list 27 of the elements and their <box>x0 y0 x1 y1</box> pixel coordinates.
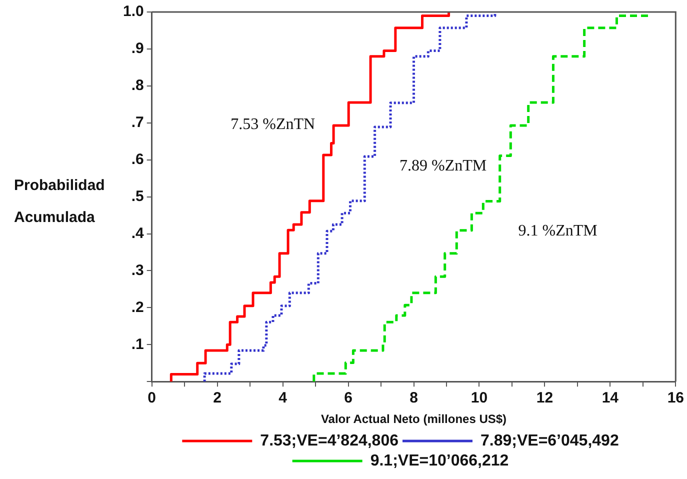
annotation: 7.89 %ZnTM <box>400 157 487 174</box>
x-tick-label: 4 <box>278 390 288 407</box>
x-tick-label: 6 <box>344 390 352 407</box>
legend-label: 7.53;VE=4’824,806 <box>260 432 399 450</box>
x-tick-label: 10 <box>470 390 488 407</box>
legend-label: 9.1;VE=10’066,212 <box>370 452 509 470</box>
x-tick-label: 14 <box>602 390 620 407</box>
x-axis-title: Valor Actual Neto (millones US$) <box>320 412 507 426</box>
x-tick-label: 2 <box>213 390 222 407</box>
x-tick-label: 0 <box>148 390 156 407</box>
annotation: 7.53 %ZnTN <box>230 116 316 133</box>
y-tick-label: .2 <box>131 298 144 316</box>
y-tick-label: .5 <box>131 188 144 205</box>
y-tick-label: .6 <box>131 150 144 168</box>
y-tick-label: .9 <box>131 40 144 58</box>
legend-label: 7.89;VE=6’045,492 <box>480 432 619 450</box>
y-axis-title: Probabilidad Acumulada <box>14 177 105 226</box>
x-tick-label: 8 <box>410 390 418 407</box>
y-tick-label: 1.0 <box>122 3 144 20</box>
y-tick-label: .4 <box>131 224 145 242</box>
annotation: 9.1 %ZnTM <box>518 222 598 240</box>
x-tick-label: 16 <box>667 390 684 407</box>
y-tick-label: .7 <box>131 114 144 132</box>
y-tick-label: .8 <box>131 77 144 94</box>
x-tick-label: 12 <box>536 390 554 407</box>
y-tick-label: .3 <box>131 262 144 279</box>
y-tick-label: .1 <box>131 336 144 353</box>
